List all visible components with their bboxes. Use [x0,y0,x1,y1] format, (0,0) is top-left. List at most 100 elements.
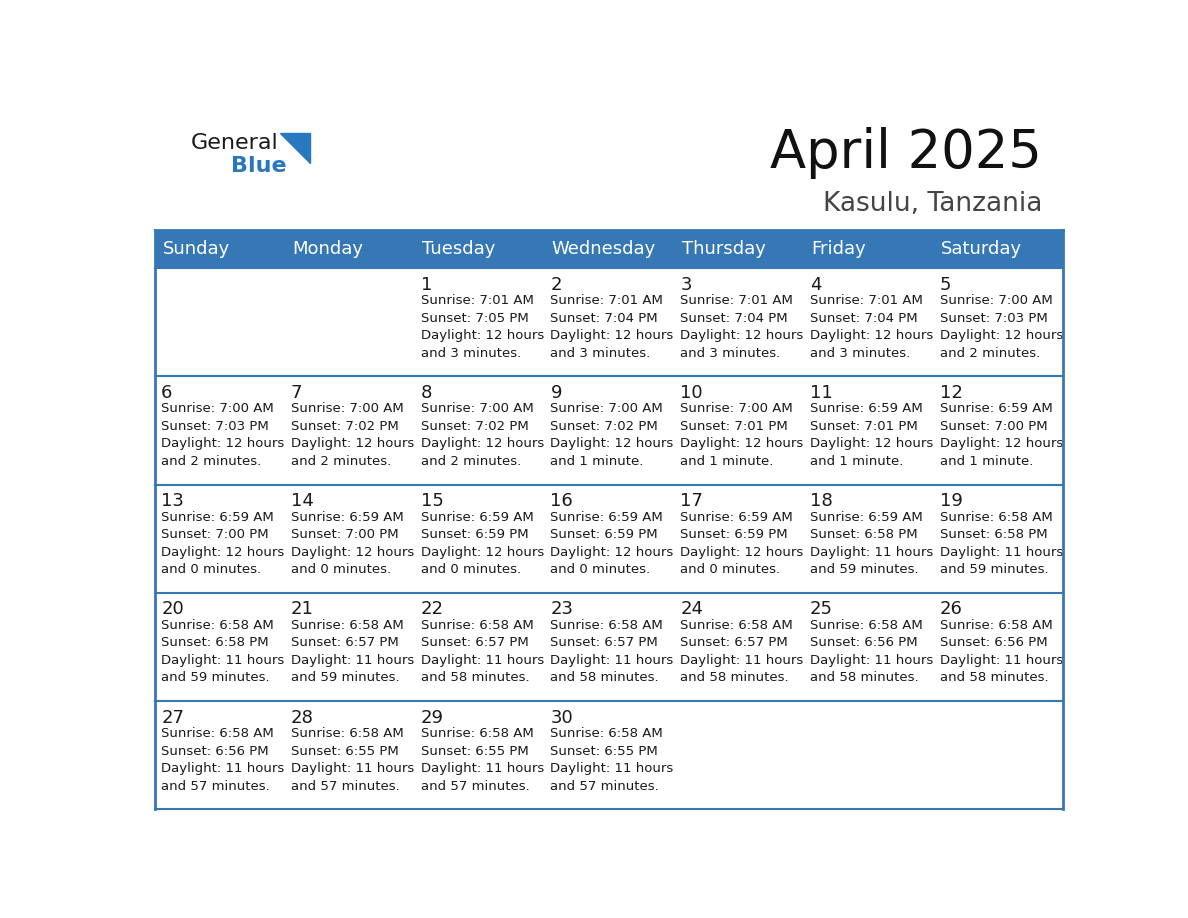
Text: 14: 14 [291,492,314,510]
Text: Sunrise: 6:58 AM
Sunset: 6:55 PM
Daylight: 11 hours
and 57 minutes.: Sunrise: 6:58 AM Sunset: 6:55 PM Dayligh… [291,727,415,793]
Text: Sunrise: 7:01 AM
Sunset: 7:04 PM
Daylight: 12 hours
and 3 minutes.: Sunrise: 7:01 AM Sunset: 7:04 PM Dayligh… [681,294,803,360]
Bar [674,376,803,485]
Text: Sunrise: 6:59 AM
Sunset: 7:00 PM
Daylight: 12 hours
and 0 minutes.: Sunrise: 6:59 AM Sunset: 7:00 PM Dayligh… [162,510,284,577]
Text: 21: 21 [291,600,314,619]
Text: Sunrise: 6:59 AM
Sunset: 6:59 PM
Daylight: 12 hours
and 0 minutes.: Sunrise: 6:59 AM Sunset: 6:59 PM Dayligh… [550,510,674,577]
Text: April 2025: April 2025 [770,127,1042,179]
Text: Sunrise: 6:59 AM
Sunset: 6:59 PM
Daylight: 12 hours
and 0 minutes.: Sunrise: 6:59 AM Sunset: 6:59 PM Dayligh… [421,510,544,577]
Text: 3: 3 [681,275,691,294]
Text: Sunrise: 7:00 AM
Sunset: 7:02 PM
Daylight: 12 hours
and 1 minute.: Sunrise: 7:00 AM Sunset: 7:02 PM Dayligh… [550,402,674,468]
Text: Sunrise: 6:58 AM
Sunset: 6:57 PM
Daylight: 11 hours
and 58 minutes.: Sunrise: 6:58 AM Sunset: 6:57 PM Dayligh… [421,619,544,685]
Text: Sunrise: 7:00 AM
Sunset: 7:02 PM
Daylight: 12 hours
and 2 minutes.: Sunrise: 7:00 AM Sunset: 7:02 PM Dayligh… [291,402,415,468]
Text: Sunrise: 6:59 AM
Sunset: 7:00 PM
Daylight: 12 hours
and 0 minutes.: Sunrise: 6:59 AM Sunset: 7:00 PM Dayligh… [291,510,415,577]
Text: Sunrise: 7:00 AM
Sunset: 7:03 PM
Daylight: 12 hours
and 2 minutes.: Sunrise: 7:00 AM Sunset: 7:03 PM Dayligh… [940,294,1063,360]
Text: Sunrise: 6:58 AM
Sunset: 6:56 PM
Daylight: 11 hours
and 57 minutes.: Sunrise: 6:58 AM Sunset: 6:56 PM Dayligh… [162,727,284,793]
Bar [154,376,284,485]
Text: 25: 25 [810,600,833,619]
Bar [544,268,674,376]
Bar [674,701,803,810]
Text: Sunrise: 7:00 AM
Sunset: 7:02 PM
Daylight: 12 hours
and 2 minutes.: Sunrise: 7:00 AM Sunset: 7:02 PM Dayligh… [421,402,544,468]
Bar [154,701,284,810]
Text: 9: 9 [550,384,562,402]
Text: 27: 27 [162,709,184,727]
Bar [674,268,803,376]
Text: 4: 4 [810,275,821,294]
Bar [803,701,934,810]
Bar [934,268,1063,376]
Text: 5: 5 [940,275,952,294]
Bar [674,593,803,701]
Text: 18: 18 [810,492,833,510]
Text: Sunrise: 6:58 AM
Sunset: 6:56 PM
Daylight: 11 hours
and 58 minutes.: Sunrise: 6:58 AM Sunset: 6:56 PM Dayligh… [810,619,934,685]
Text: 16: 16 [550,492,573,510]
Bar [415,268,544,376]
Bar [544,485,674,593]
Text: Monday: Monday [292,240,364,258]
Text: Saturday: Saturday [941,240,1022,258]
Bar [674,485,803,593]
Bar [803,376,934,485]
Text: Sunrise: 6:58 AM
Sunset: 6:55 PM
Daylight: 11 hours
and 57 minutes.: Sunrise: 6:58 AM Sunset: 6:55 PM Dayligh… [550,727,674,793]
Text: 23: 23 [550,600,574,619]
Bar [544,593,674,701]
Text: Sunrise: 6:58 AM
Sunset: 6:57 PM
Daylight: 11 hours
and 58 minutes.: Sunrise: 6:58 AM Sunset: 6:57 PM Dayligh… [681,619,803,685]
Text: 28: 28 [291,709,314,727]
Bar [154,268,284,376]
Text: 10: 10 [681,384,703,402]
Text: Sunrise: 7:00 AM
Sunset: 7:01 PM
Daylight: 12 hours
and 1 minute.: Sunrise: 7:00 AM Sunset: 7:01 PM Dayligh… [681,402,803,468]
Bar [415,701,544,810]
Text: 30: 30 [550,709,573,727]
Bar [154,230,284,268]
Bar [803,593,934,701]
Bar [415,593,544,701]
Text: 13: 13 [162,492,184,510]
Bar [415,485,544,593]
Text: 12: 12 [940,384,962,402]
Text: 6: 6 [162,384,172,402]
Text: Sunrise: 6:59 AM
Sunset: 7:01 PM
Daylight: 12 hours
and 1 minute.: Sunrise: 6:59 AM Sunset: 7:01 PM Dayligh… [810,402,934,468]
Text: 29: 29 [421,709,443,727]
Bar [284,268,415,376]
Bar [154,593,284,701]
Text: 7: 7 [291,384,303,402]
Text: 17: 17 [681,492,703,510]
Text: 2: 2 [550,275,562,294]
Text: Thursday: Thursday [682,240,765,258]
Bar [415,230,544,268]
Text: Friday: Friday [811,240,866,258]
Bar [803,268,934,376]
Bar [284,230,415,268]
Text: Sunrise: 6:58 AM
Sunset: 6:58 PM
Daylight: 11 hours
and 59 minutes.: Sunrise: 6:58 AM Sunset: 6:58 PM Dayligh… [940,510,1063,577]
Bar [934,230,1063,268]
Bar [803,230,934,268]
Text: Sunrise: 6:59 AM
Sunset: 6:58 PM
Daylight: 11 hours
and 59 minutes.: Sunrise: 6:59 AM Sunset: 6:58 PM Dayligh… [810,510,934,577]
Text: Sunrise: 7:01 AM
Sunset: 7:04 PM
Daylight: 12 hours
and 3 minutes.: Sunrise: 7:01 AM Sunset: 7:04 PM Dayligh… [550,294,674,360]
Text: 24: 24 [681,600,703,619]
Bar [803,485,934,593]
Text: Sunrise: 6:59 AM
Sunset: 7:00 PM
Daylight: 12 hours
and 1 minute.: Sunrise: 6:59 AM Sunset: 7:00 PM Dayligh… [940,402,1063,468]
Bar [934,485,1063,593]
Bar [544,701,674,810]
Bar [934,376,1063,485]
Text: 8: 8 [421,384,432,402]
Text: Sunrise: 7:01 AM
Sunset: 7:04 PM
Daylight: 12 hours
and 3 minutes.: Sunrise: 7:01 AM Sunset: 7:04 PM Dayligh… [810,294,934,360]
Bar [284,701,415,810]
Bar [154,485,284,593]
Text: 15: 15 [421,492,443,510]
Text: Tuesday: Tuesday [422,240,495,258]
Text: Sunrise: 6:59 AM
Sunset: 6:59 PM
Daylight: 12 hours
and 0 minutes.: Sunrise: 6:59 AM Sunset: 6:59 PM Dayligh… [681,510,803,577]
Text: Kasulu, Tanzania: Kasulu, Tanzania [823,191,1042,217]
Text: Blue: Blue [232,156,287,176]
Bar [934,701,1063,810]
Text: Sunrise: 7:01 AM
Sunset: 7:05 PM
Daylight: 12 hours
and 3 minutes.: Sunrise: 7:01 AM Sunset: 7:05 PM Dayligh… [421,294,544,360]
Bar [934,593,1063,701]
Text: 26: 26 [940,600,962,619]
Text: 20: 20 [162,600,184,619]
Bar [415,376,544,485]
Text: 22: 22 [421,600,443,619]
Text: Sunrise: 6:58 AM
Sunset: 6:56 PM
Daylight: 11 hours
and 58 minutes.: Sunrise: 6:58 AM Sunset: 6:56 PM Dayligh… [940,619,1063,685]
Bar [284,593,415,701]
Bar [284,485,415,593]
Text: Wednesday: Wednesday [551,240,656,258]
Text: Sunrise: 6:58 AM
Sunset: 6:57 PM
Daylight: 11 hours
and 59 minutes.: Sunrise: 6:58 AM Sunset: 6:57 PM Dayligh… [291,619,415,685]
